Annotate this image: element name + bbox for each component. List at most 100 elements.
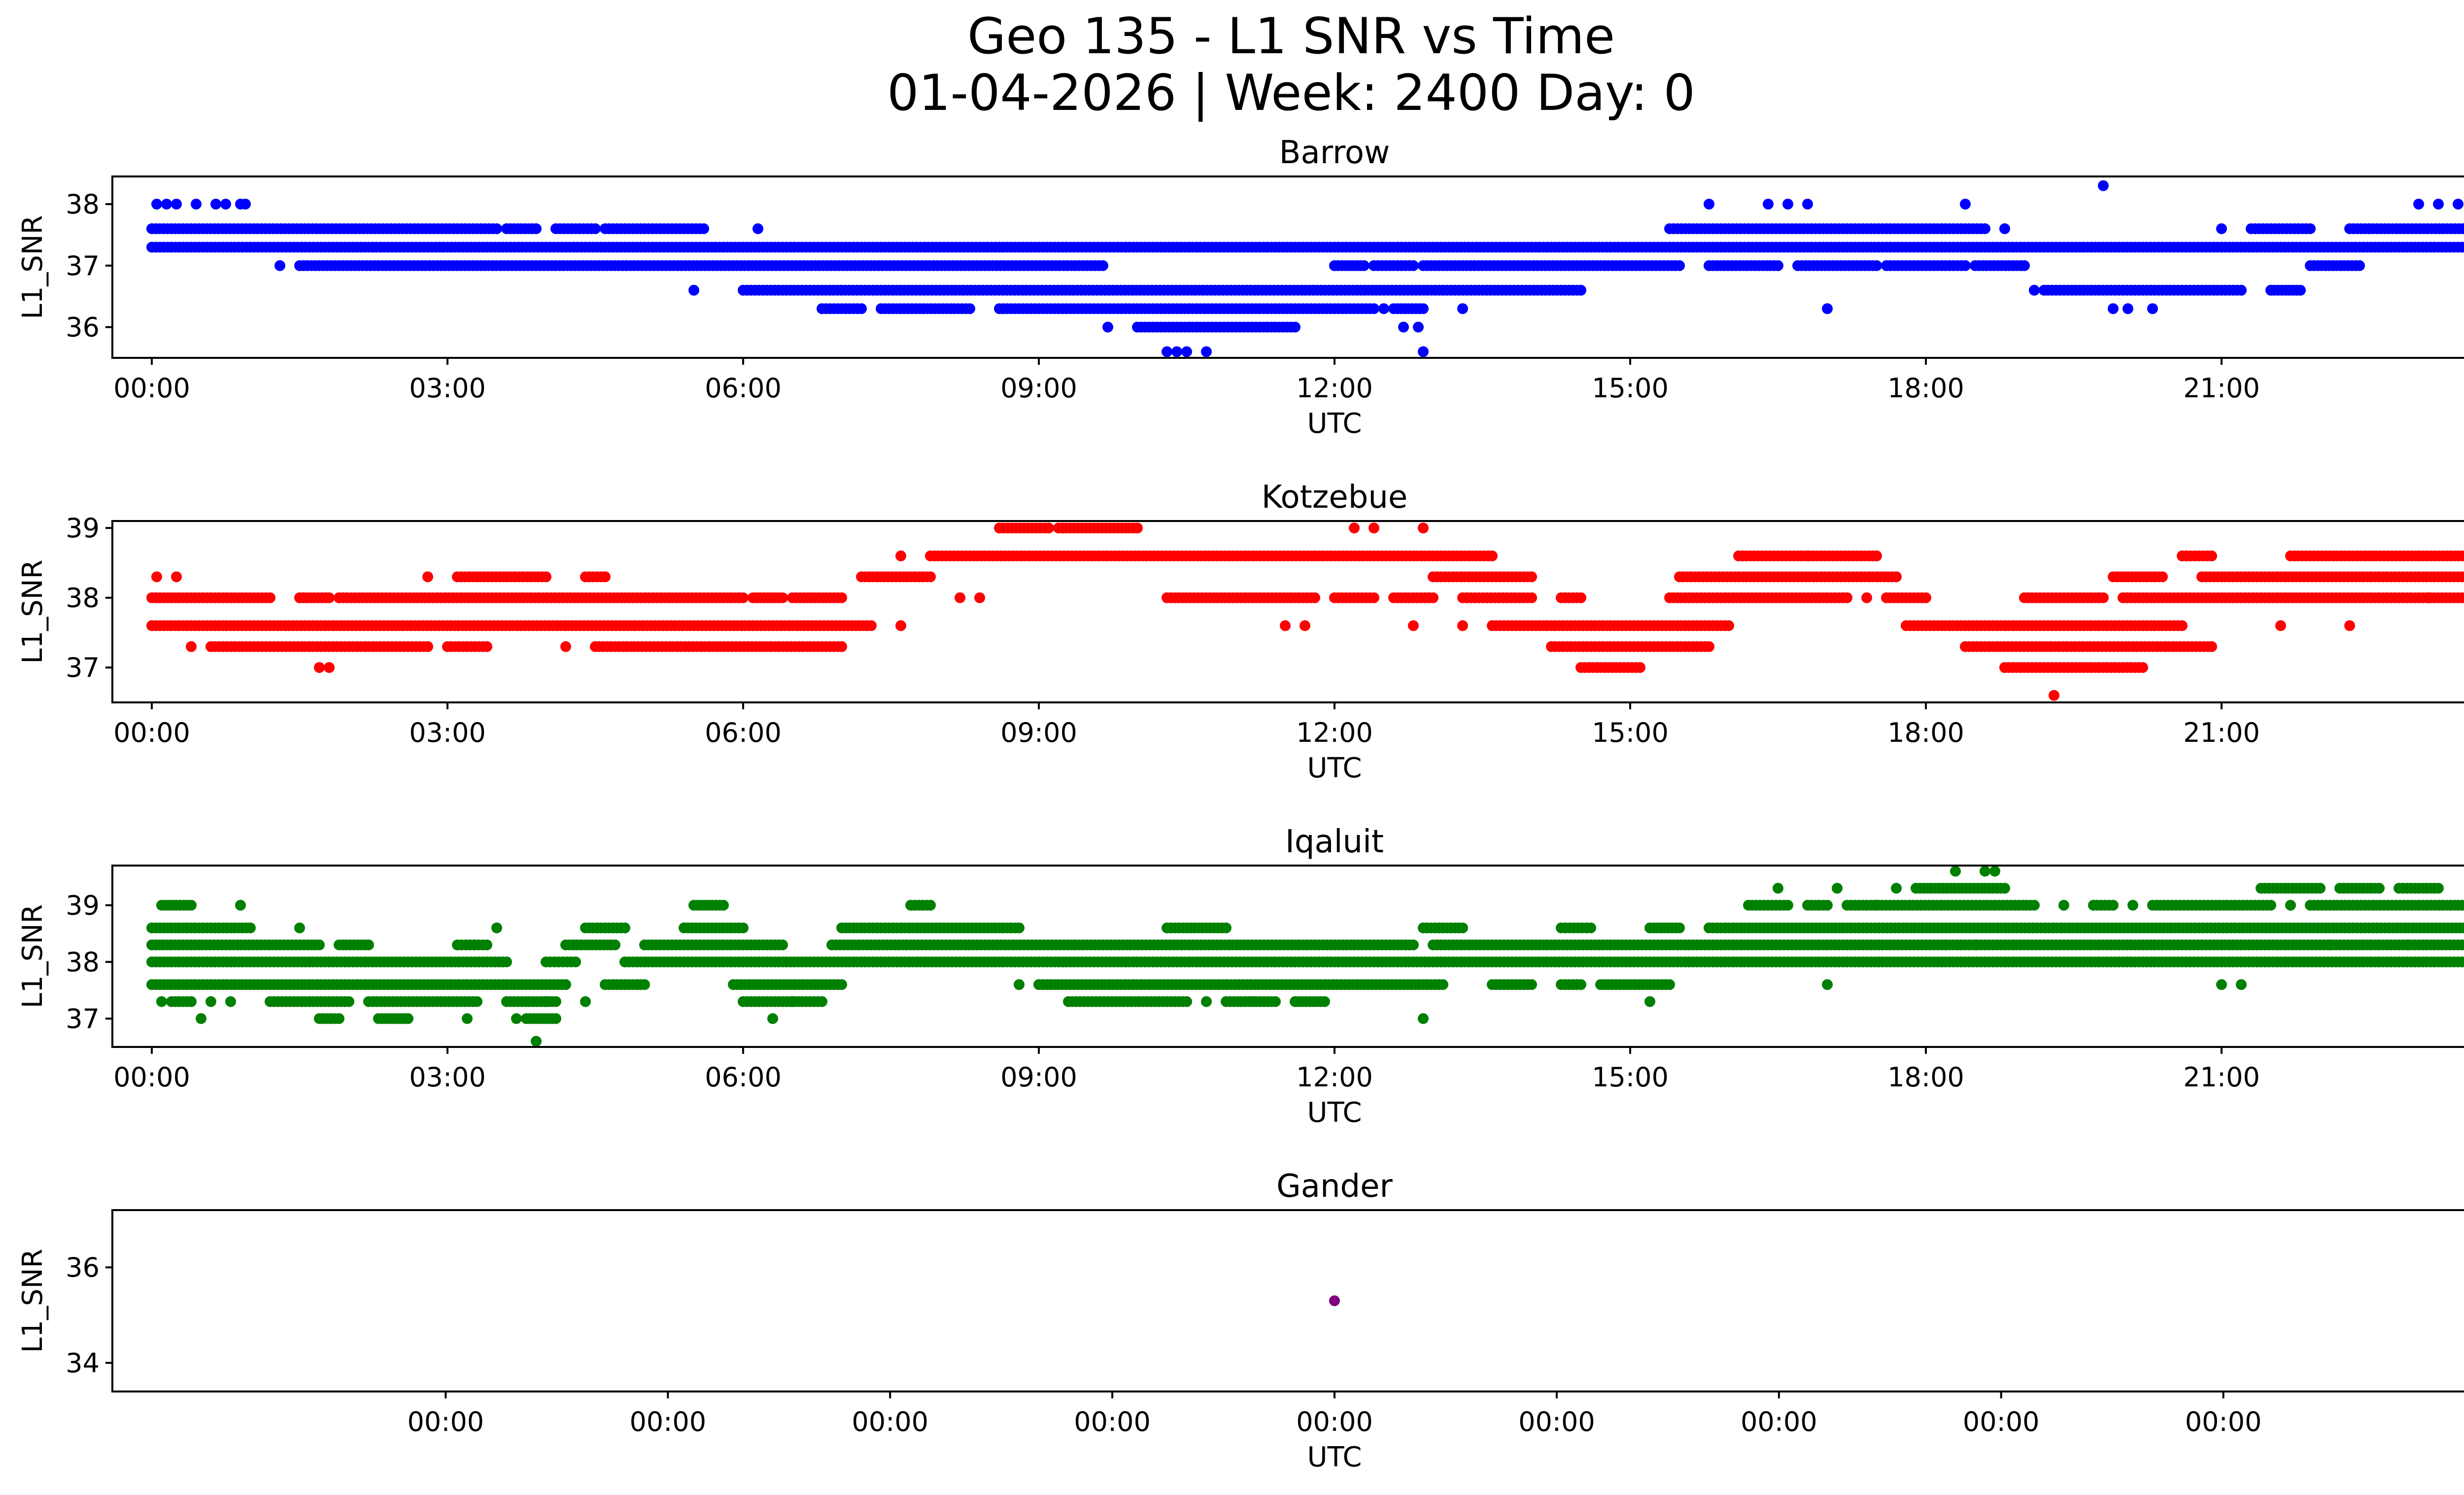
data-point bbox=[560, 979, 571, 990]
data-point bbox=[2463, 594, 2464, 602]
data-point bbox=[1999, 223, 2010, 234]
data-point bbox=[2206, 641, 2217, 652]
data-point bbox=[422, 641, 433, 652]
data-point bbox=[1043, 522, 1054, 534]
data-point bbox=[856, 303, 867, 314]
data-point bbox=[698, 223, 709, 234]
figure-title-line2: 01-04-2026 | Week: 2400 Day: 0 bbox=[887, 64, 1695, 122]
data-point bbox=[2157, 571, 2168, 583]
x-tick-label: 21:00 bbox=[2183, 373, 2260, 404]
data-point bbox=[1822, 303, 1833, 314]
x-tick-label: 18:00 bbox=[1887, 717, 1964, 748]
data-point bbox=[1664, 979, 1675, 990]
data-point bbox=[1526, 979, 1537, 990]
data-point bbox=[1418, 303, 1429, 314]
data-point bbox=[171, 199, 182, 210]
data-point bbox=[1960, 260, 1971, 271]
data-point bbox=[836, 592, 847, 603]
data-point bbox=[2453, 199, 2464, 210]
data-point bbox=[1162, 346, 1172, 357]
data-point bbox=[210, 199, 221, 210]
data-point bbox=[2098, 180, 2109, 191]
data-point bbox=[955, 592, 965, 603]
data-point bbox=[1674, 260, 1685, 271]
data-point bbox=[1457, 303, 1468, 314]
data-point bbox=[1980, 223, 1990, 234]
data-point bbox=[2216, 223, 2227, 234]
data-point bbox=[600, 571, 611, 583]
data-point bbox=[245, 922, 256, 934]
y-tick-label: 39 bbox=[66, 513, 100, 544]
data-point bbox=[274, 260, 285, 271]
y-tick-label: 38 bbox=[66, 189, 100, 220]
data-point bbox=[1413, 321, 1424, 333]
data-point bbox=[1319, 996, 1330, 1007]
data-point bbox=[836, 641, 847, 652]
data-points bbox=[146, 866, 2464, 1047]
data-point bbox=[2019, 260, 2030, 271]
data-point bbox=[974, 592, 985, 603]
data-point bbox=[1181, 346, 1192, 357]
data-points bbox=[146, 522, 2464, 701]
x-tick-label: 00:00 bbox=[113, 717, 190, 748]
data-point bbox=[1802, 550, 1813, 561]
data-point bbox=[1773, 260, 1783, 271]
data-point bbox=[2137, 662, 2148, 673]
data-point bbox=[2049, 690, 2059, 701]
data-point bbox=[1408, 260, 1419, 271]
data-point bbox=[895, 620, 906, 631]
data-point bbox=[541, 571, 551, 583]
x-tick-label: 09:00 bbox=[1000, 717, 1077, 748]
data-point bbox=[1102, 321, 1113, 333]
y-tick-label: 37 bbox=[66, 652, 100, 683]
data-point bbox=[491, 223, 502, 234]
data-point bbox=[639, 979, 650, 990]
data-point bbox=[151, 199, 162, 210]
data-point bbox=[560, 641, 571, 652]
data-point bbox=[2295, 284, 2306, 296]
data-point bbox=[2461, 224, 2464, 234]
y-tick-label: 38 bbox=[66, 583, 100, 614]
data-point bbox=[2461, 939, 2464, 950]
data-point bbox=[472, 996, 482, 1007]
data-point bbox=[2461, 571, 2464, 582]
data-points bbox=[146, 180, 2464, 357]
x-tick-label: 21:00 bbox=[2183, 717, 2260, 748]
y-tick-label: 37 bbox=[66, 250, 100, 281]
data-point bbox=[161, 199, 172, 210]
data-point bbox=[1842, 592, 1852, 603]
data-point bbox=[1300, 620, 1310, 631]
data-point bbox=[1359, 260, 1369, 271]
data-point bbox=[220, 199, 231, 210]
data-point bbox=[324, 592, 335, 603]
data-point bbox=[610, 939, 620, 950]
x-axis-label: UTC bbox=[1307, 408, 1362, 440]
data-point bbox=[753, 223, 763, 234]
data-point bbox=[1369, 303, 1379, 314]
data-point bbox=[2433, 199, 2444, 210]
data-point bbox=[1418, 346, 1429, 357]
data-point bbox=[590, 223, 601, 234]
data-point bbox=[866, 620, 877, 631]
data-point bbox=[817, 996, 827, 1007]
data-point bbox=[619, 922, 630, 934]
data-point bbox=[1428, 592, 1438, 603]
data-point bbox=[2461, 551, 2464, 561]
data-point bbox=[2275, 620, 2286, 631]
data-point bbox=[1526, 592, 1537, 603]
data-point bbox=[1408, 620, 1419, 631]
data-point bbox=[2354, 260, 2365, 271]
data-point bbox=[2177, 620, 2188, 631]
x-axis-label: UTC bbox=[1307, 752, 1362, 784]
data-point bbox=[1290, 321, 1300, 333]
data-point bbox=[481, 641, 492, 652]
data-point bbox=[2236, 284, 2247, 296]
data-point bbox=[314, 939, 325, 950]
data-point bbox=[191, 199, 202, 210]
x-tick-label: 03:00 bbox=[409, 373, 486, 404]
data-point bbox=[1487, 550, 1498, 561]
data-point bbox=[1920, 592, 1931, 603]
data-point bbox=[777, 592, 788, 603]
x-tick-label: 12:00 bbox=[1296, 717, 1373, 748]
